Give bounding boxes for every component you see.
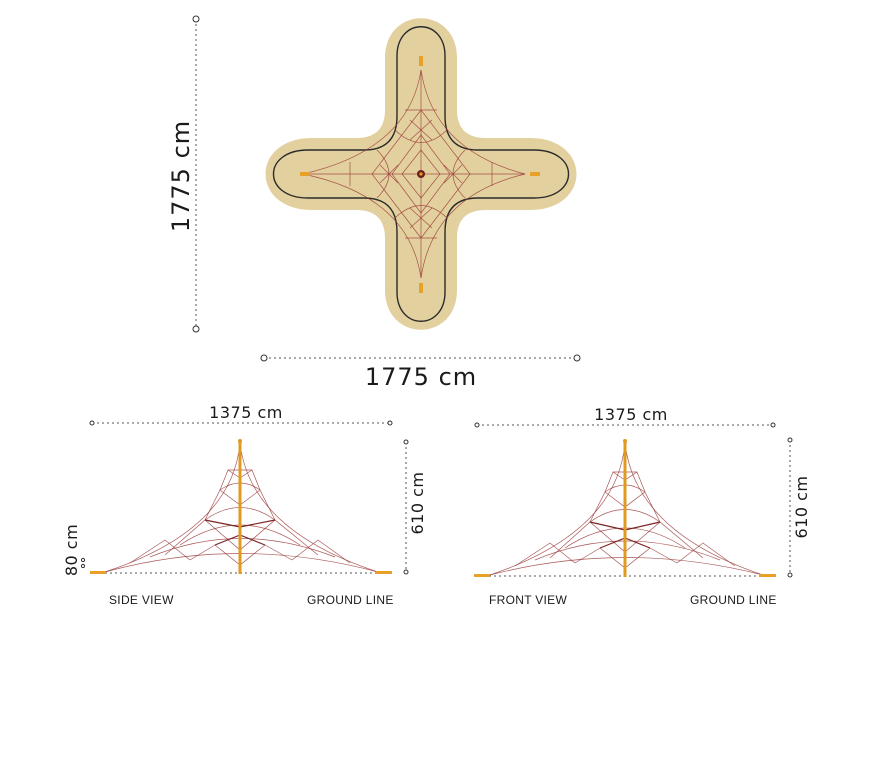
front-width-label: 1375 cm xyxy=(594,405,668,424)
top-height-dimension: 1775 cm xyxy=(167,15,200,333)
top-height-label: 1775 cm xyxy=(167,120,195,232)
top-width-label: 1775 cm xyxy=(365,363,477,391)
safety-surface-border xyxy=(272,26,570,322)
top-view: 1775 cm xyxy=(167,15,581,391)
side-view: 1375 cm 610 cm 80 cm SIDE VIEW xyxy=(62,403,427,607)
top-width-dimension: 1775 cm xyxy=(260,354,581,391)
side-height-label: 610 cm xyxy=(408,471,427,534)
side-view-label: SIDE VIEW xyxy=(109,593,174,607)
front-anchor-left xyxy=(474,574,490,577)
front-view-label: FRONT VIEW xyxy=(489,593,567,607)
front-rope-net xyxy=(489,442,764,576)
front-ground-label: GROUND LINE xyxy=(690,593,777,607)
rope-net-top xyxy=(302,69,526,279)
front-view: 1375 cm 610 cm FRONT VIEW GROUND LINE xyxy=(474,405,811,607)
side-width-label: 1375 cm xyxy=(209,403,283,422)
side-base-height-label: 80 cm xyxy=(62,524,81,576)
front-anchor-right xyxy=(760,574,776,577)
side-anchor-left xyxy=(90,571,106,574)
anchors-top xyxy=(300,56,540,293)
side-ground-label: GROUND LINE xyxy=(307,593,394,607)
front-height-label: 610 cm xyxy=(792,475,811,538)
side-anchor-right xyxy=(376,571,392,574)
